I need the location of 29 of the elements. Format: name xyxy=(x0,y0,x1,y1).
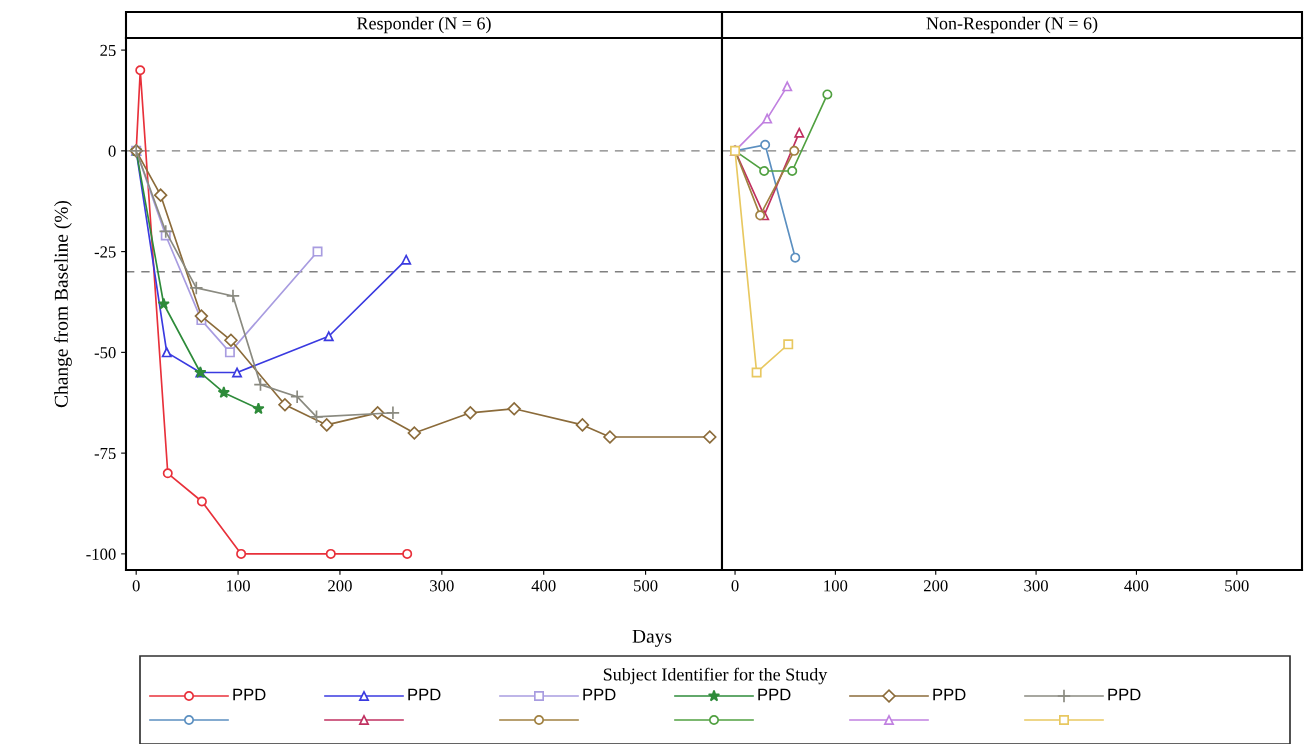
legend-label: PPD xyxy=(583,688,616,701)
x-tick-label: 300 xyxy=(1024,580,1048,592)
x-tick-label: 400 xyxy=(531,580,556,592)
x-tick-label: 300 xyxy=(430,580,454,592)
y-tick-label: -25 xyxy=(94,246,116,258)
legend-label: PPD xyxy=(408,688,441,701)
chart-title: Responder (N = 6) xyxy=(357,16,491,34)
x-tick-label: 400 xyxy=(1124,580,1149,592)
legend-label: PPD xyxy=(1108,688,1141,701)
legend-label: PPD xyxy=(758,688,791,701)
y-axis-title: Change from Baseline (%) xyxy=(53,200,72,408)
x-tick-label: 100 xyxy=(227,580,250,592)
y-tick-label: 25 xyxy=(100,44,116,57)
y-tick-label: -50 xyxy=(94,347,116,359)
y-tick-label: -100 xyxy=(86,548,116,560)
x-tick-label: 0 xyxy=(731,580,739,592)
x-tick-label: 200 xyxy=(328,580,352,592)
y-tick-label: 0 xyxy=(108,145,116,157)
x-axis-title: Days xyxy=(632,629,672,647)
x-tick-label: 500 xyxy=(634,580,658,592)
x-tick-label: 0 xyxy=(132,580,140,592)
x-tick-label: 100 xyxy=(824,580,848,592)
x-tick-label: 200 xyxy=(923,580,948,592)
legend-label: PPD xyxy=(233,688,266,701)
y-tick-label: -75 xyxy=(94,447,116,460)
x-tick-label: 500 xyxy=(1225,580,1249,592)
legend-label: PPD xyxy=(933,688,966,701)
chart-title: Non-Responder (N = 6) xyxy=(926,16,1098,34)
legend-title: Subject Identifier for the Study xyxy=(603,667,828,685)
